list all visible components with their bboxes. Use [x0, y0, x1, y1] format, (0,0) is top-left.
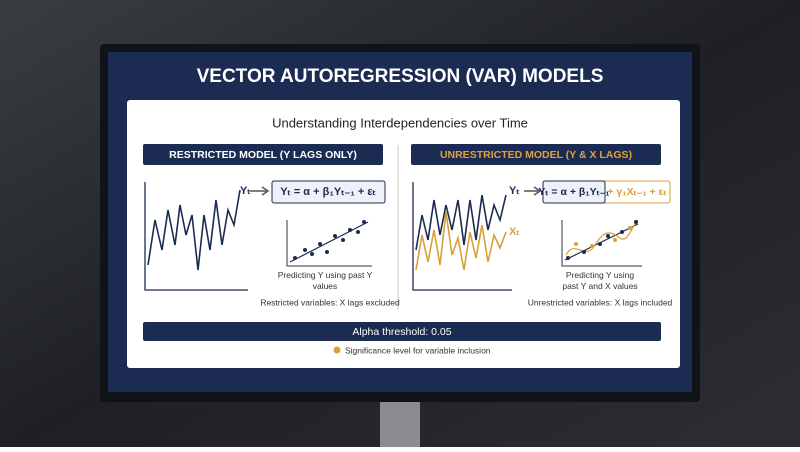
caption-wrap: Predicting Y using past Y and X values	[562, 270, 638, 291]
legend-dot	[333, 346, 341, 354]
caption: Predicting Y using past Y and X values	[562, 270, 638, 291]
fit-curve	[565, 219, 639, 256]
heading: UNRESTRICTED MODEL (Y & X LAGS)	[440, 149, 632, 161]
scatter-points	[293, 220, 366, 260]
fit-line	[564, 223, 639, 261]
legend-text: Significance level for variable inclusio…	[345, 345, 491, 355]
series-label: Xₜ	[509, 226, 520, 238]
fit-line	[289, 221, 369, 263]
arrow	[524, 186, 542, 196]
series-label: Yₜ	[240, 185, 251, 197]
caption-wrap: Predicting Y using past Y values	[277, 270, 373, 291]
title: VECTOR AUTOREGRESSION (VAR) MODELS	[197, 66, 604, 87]
scatter-axes	[286, 220, 372, 267]
arrow	[250, 186, 270, 196]
note: Unrestricted variables: X lags included	[528, 297, 673, 307]
series-label: Yₜ	[509, 185, 520, 197]
caption: Predicting Y using past Y values	[277, 270, 373, 291]
y-series	[147, 189, 241, 271]
equation-box-y	[542, 180, 606, 204]
heading: RESTRICTED MODEL (Y LAGS ONLY)	[169, 149, 357, 161]
heading-bar	[143, 144, 383, 165]
y-series	[415, 194, 507, 251]
threshold: Alpha threshold: 0.05	[352, 326, 451, 338]
note: Restricted variables: X lags excluded	[260, 297, 400, 307]
equation: Yₜ = α + β₁Yₜ₋₁ + εₜ	[280, 186, 376, 198]
scatter-points	[566, 220, 638, 260]
axes	[412, 182, 512, 291]
subtitle: Understanding Interdependencies over Tim…	[272, 115, 528, 130]
threshold-bar	[143, 322, 661, 341]
x-series	[415, 211, 507, 271]
scatter-axes	[561, 220, 642, 267]
axes	[144, 182, 248, 291]
equation: + γ₁Xₜ₋₁ + εₜ	[607, 186, 666, 198]
equation: Yₜ = α + β₁Yₜ₋₁	[538, 186, 609, 198]
stand	[380, 400, 420, 447]
equation-box	[271, 180, 386, 204]
panel	[127, 100, 680, 368]
heading-bar	[411, 144, 661, 165]
